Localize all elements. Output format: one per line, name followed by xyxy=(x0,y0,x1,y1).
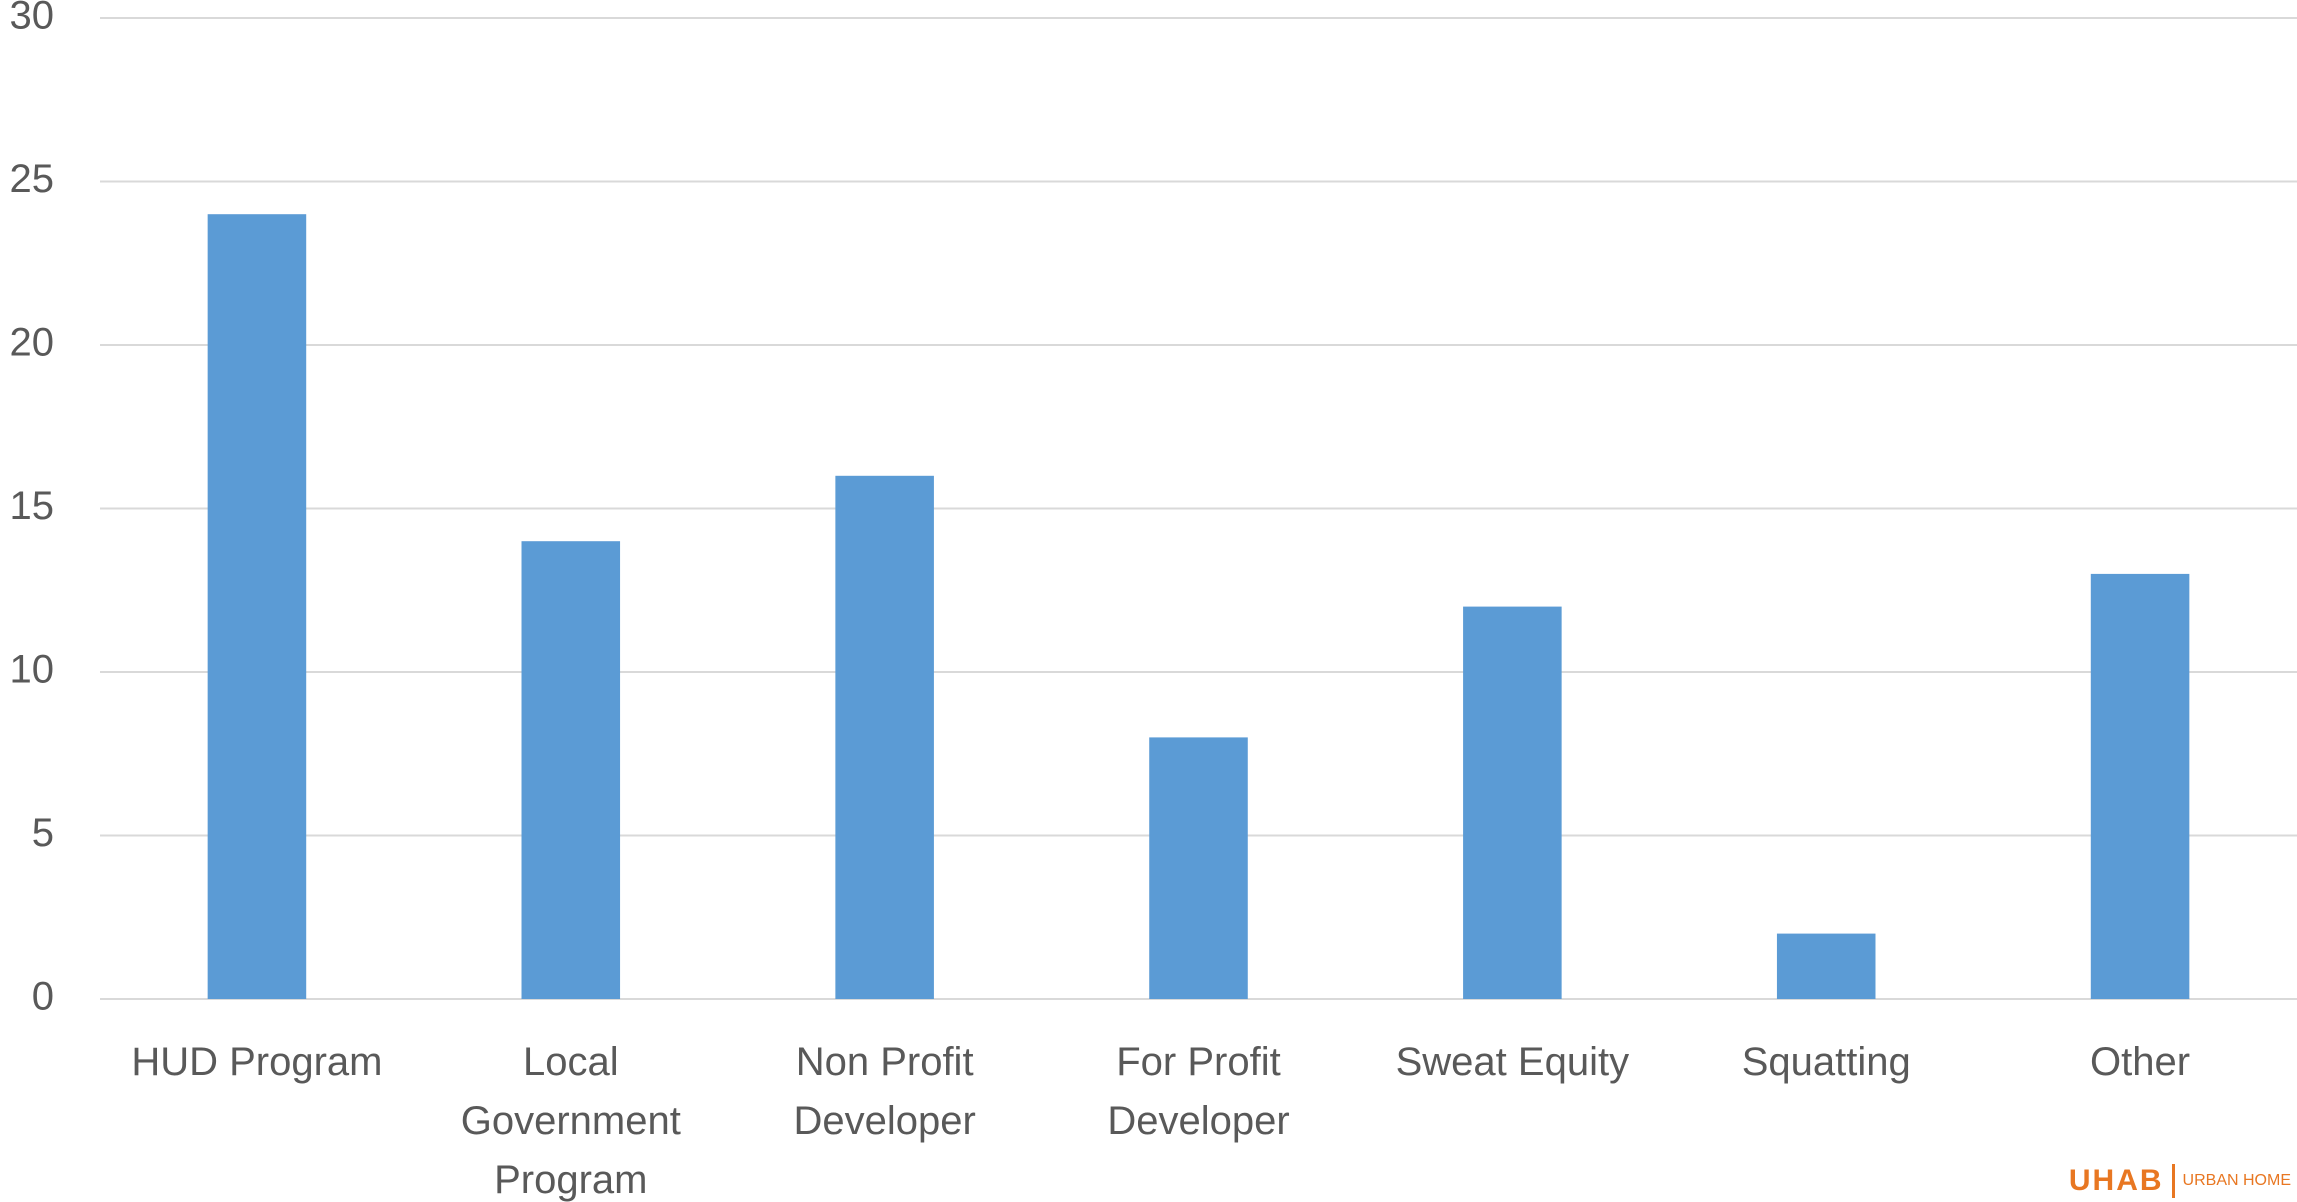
bar xyxy=(2090,573,2190,999)
x-tick-label: Local Government Program xyxy=(460,1040,681,1202)
bar xyxy=(1463,606,1562,999)
bar xyxy=(521,541,621,999)
logo-mark: UHAB xyxy=(2069,1164,2175,1198)
y-tick-label: 15 xyxy=(10,484,55,528)
y-tick-label: 30 xyxy=(10,0,55,38)
x-tick-label: Squatting xyxy=(1741,1040,1911,1084)
y-tick-label: 20 xyxy=(10,321,55,365)
x-tick-label: Sweat Equity xyxy=(1395,1040,1630,1084)
logo: UHAB URBAN HOME xyxy=(2069,1164,2291,1198)
x-tick-label: HUD Program xyxy=(131,1040,383,1084)
bar xyxy=(835,475,934,999)
y-tick-label: 5 xyxy=(32,811,54,855)
x-tick-label: Other xyxy=(2090,1040,2191,1084)
bar xyxy=(207,214,307,999)
logo-text: URBAN HOME xyxy=(2182,1172,2291,1189)
bar xyxy=(1149,737,1248,999)
y-tick-label: 10 xyxy=(10,648,55,692)
y-tick-label: 25 xyxy=(10,157,55,201)
x-tick-label: For Profit Developer xyxy=(1107,1040,1290,1143)
bar xyxy=(1776,933,1876,999)
y-tick-label: 0 xyxy=(32,975,54,1019)
x-tick-label: Non Profit Developer xyxy=(793,1040,976,1143)
